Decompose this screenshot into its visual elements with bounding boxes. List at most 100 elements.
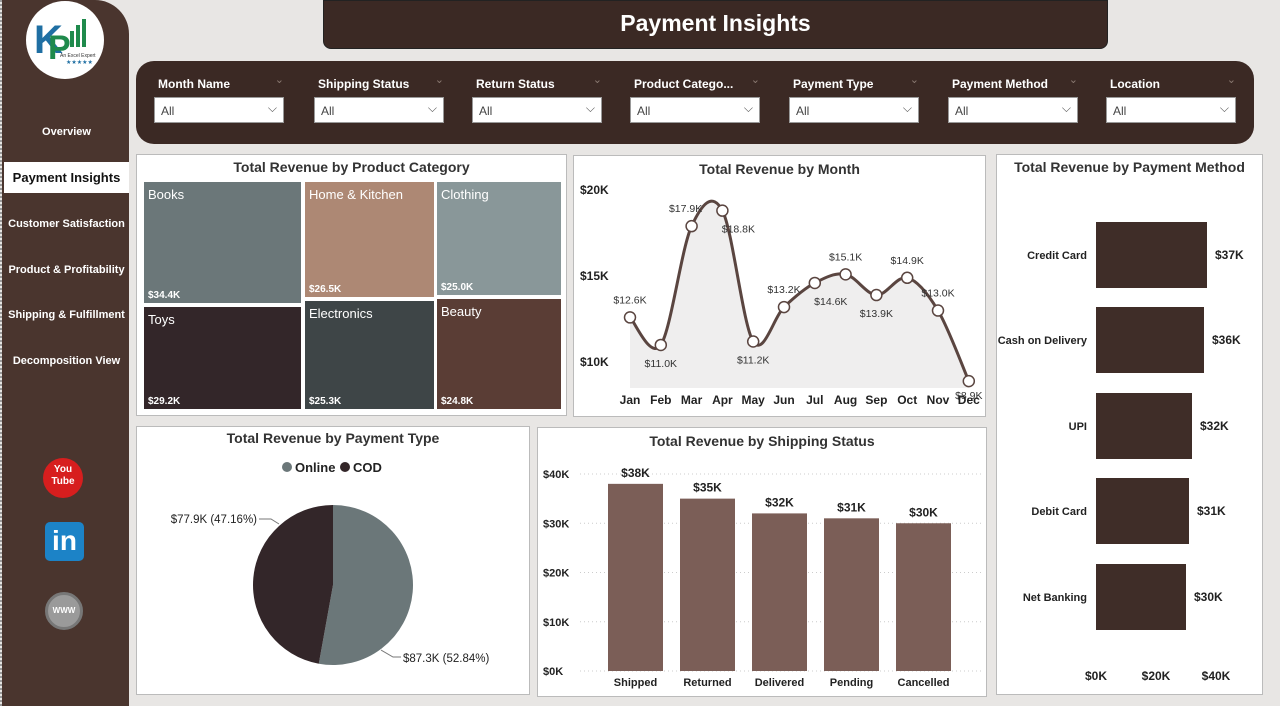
payment-method-value: $36K bbox=[1212, 333, 1241, 347]
month-x-tick: Aug bbox=[834, 393, 857, 407]
payment-method-value: $31K bbox=[1197, 504, 1226, 518]
treemap-tile-name: Electronics bbox=[309, 306, 373, 321]
svg-text:An Excel Expert: An Excel Expert bbox=[60, 53, 96, 59]
svg-text:K: K bbox=[34, 18, 63, 62]
filter-slicer: Location ⌄ All ⌵ bbox=[1106, 61, 1236, 144]
sidebar bbox=[2, 0, 129, 706]
shipping-x-tick: Delivered bbox=[755, 677, 805, 689]
shipping-y-tick: $20K bbox=[543, 568, 569, 580]
shipping-data-label: $32K bbox=[765, 495, 794, 509]
shipping-y-tick: $40K bbox=[543, 469, 569, 481]
filter-label: Product Catego... bbox=[634, 77, 734, 91]
month-title: Total Revenue by Month bbox=[699, 161, 860, 177]
month-point bbox=[746, 335, 760, 348]
filter-dropdown[interactable]: All ⌵ bbox=[789, 97, 919, 123]
svg-text:P: P bbox=[48, 29, 71, 67]
month-point bbox=[623, 311, 637, 324]
payment-method-category: Net Banking bbox=[1023, 592, 1087, 604]
treemap-tile-name: Toys bbox=[148, 312, 175, 327]
shipping-data-label: $30K bbox=[909, 505, 938, 519]
payment-method-bar bbox=[1096, 564, 1186, 630]
shipping-x-tick: Shipped bbox=[614, 677, 657, 689]
treemap-title: Total Revenue by Product Category bbox=[233, 159, 470, 175]
month-line-chart: $12.6K $11.0K $17.9K $18.8K $11.2K $13.2K $14.… bbox=[580, 183, 983, 407]
shipping-x-tick: Cancelled bbox=[898, 677, 950, 689]
payment-method-value: $30K bbox=[1194, 590, 1223, 604]
website-globe-icon[interactable]: WWW bbox=[45, 592, 83, 630]
chevron-down-icon[interactable]: ⌄ bbox=[1226, 74, 1236, 86]
treemap-panel: Total Revenue by Product Category Books $… bbox=[136, 154, 567, 416]
treemap-tile-name: Books bbox=[148, 187, 185, 202]
shipping-data-label: $35K bbox=[693, 481, 722, 495]
chevron-down-icon: ⌵ bbox=[427, 101, 437, 115]
chevron-down-icon: ⌵ bbox=[902, 101, 912, 115]
filter-dropdown[interactable]: All ⌵ bbox=[314, 97, 444, 123]
chevron-down-icon[interactable]: ⌄ bbox=[750, 74, 760, 86]
shipping-x-tick: Returned bbox=[683, 677, 731, 689]
pie-legend-marker bbox=[282, 462, 292, 472]
chevron-down-icon[interactable]: ⌄ bbox=[1068, 74, 1078, 86]
month-point bbox=[654, 338, 668, 352]
filter-slicer: Shipping Status ⌄ All ⌵ bbox=[314, 61, 444, 144]
month-point bbox=[900, 271, 914, 285]
payment-method-value: $32K bbox=[1200, 419, 1229, 433]
treemap-tile: Beauty $24.8K bbox=[436, 298, 562, 410]
pie-slice bbox=[252, 505, 333, 664]
filter-value: All bbox=[321, 104, 335, 118]
treemap-tile-value: $25.0K bbox=[441, 282, 474, 293]
logo-mark: K P An Excel Expert ★★★★★ bbox=[34, 18, 96, 67]
payment-method-bar bbox=[1096, 478, 1189, 544]
month-x-tick: Oct bbox=[897, 393, 917, 407]
linkedin-icon[interactable]: in bbox=[45, 522, 84, 561]
filter-dropdown[interactable]: All ⌵ bbox=[948, 97, 1078, 123]
nav-item[interactable]: Customer Satisfaction bbox=[8, 218, 125, 230]
nav-item[interactable]: Overview bbox=[42, 126, 91, 138]
month-panel: Total Revenue by Month $12.6K $11.0K $17.9… bbox=[573, 155, 986, 417]
filter-slicer: Return Status ⌄ All ⌵ bbox=[472, 61, 602, 144]
shipping-data-label: $38K bbox=[621, 466, 650, 480]
chevron-down-icon[interactable]: ⌄ bbox=[909, 74, 919, 86]
payment-method-x-tick: $0K bbox=[1085, 669, 1107, 683]
chevron-down-icon[interactable]: ⌄ bbox=[274, 74, 284, 86]
shipping-y-tick: $0K bbox=[543, 666, 563, 678]
pie-legend-label: COD bbox=[353, 460, 382, 475]
filter-value: All bbox=[161, 104, 175, 118]
filter-dropdown[interactable]: All ⌵ bbox=[630, 97, 760, 123]
pie-leader-line bbox=[380, 649, 401, 658]
filter-dropdown[interactable]: All ⌵ bbox=[1106, 97, 1236, 123]
filter-label: Return Status bbox=[476, 77, 555, 91]
shipping-bar bbox=[752, 513, 807, 671]
nav-item[interactable]: Payment Insights bbox=[4, 162, 129, 193]
chevron-down-icon[interactable]: ⌄ bbox=[592, 74, 602, 86]
payment-method-value: $37K bbox=[1215, 248, 1244, 262]
month-y-tick: $10K bbox=[580, 355, 609, 369]
month-point bbox=[839, 268, 852, 281]
pie-data-label: $87.3K (52.84%) bbox=[403, 653, 489, 665]
treemap-tile-name: Home & Kitchen bbox=[309, 187, 403, 202]
chevron-down-icon[interactable]: ⌄ bbox=[434, 74, 444, 86]
payment-method-category: Cash on Delivery bbox=[998, 335, 1088, 347]
month-x-tick: May bbox=[742, 393, 766, 407]
filter-value: All bbox=[479, 104, 493, 118]
pie-leader-line bbox=[259, 518, 280, 525]
left-edge-dots bbox=[0, 0, 3, 706]
month-data-label: $13.9K bbox=[860, 308, 893, 320]
month-data-label: $14.6K bbox=[814, 296, 847, 308]
payment-method-x-tick: $20K bbox=[1142, 669, 1171, 683]
filter-value: All bbox=[1113, 104, 1127, 118]
filter-dropdown[interactable]: All ⌵ bbox=[154, 97, 284, 123]
youtube-icon[interactable]: You Tube bbox=[43, 458, 83, 498]
filter-dropdown[interactable]: All ⌵ bbox=[472, 97, 602, 123]
shipping-x-tick: Pending bbox=[830, 677, 873, 689]
nav-item[interactable]: Decomposition View bbox=[12, 355, 121, 367]
filter-bar: Month Name ⌄ All ⌵ Shipping Status ⌄ All ⌵ Retur… bbox=[136, 61, 1254, 144]
nav-item[interactable]: Product & Profitability bbox=[8, 264, 125, 276]
payment-type-pie-chart: Online COD $87.3K (52.84%) $77.9K (47.16%) bbox=[171, 460, 489, 665]
treemap-tile-value: $34.4K bbox=[148, 290, 181, 301]
nav-item[interactable]: Shipping & Fulfillment bbox=[8, 309, 125, 321]
treemap-tile-name: Clothing bbox=[441, 187, 489, 202]
payment-method-title: Total Revenue by Payment Method bbox=[1014, 159, 1245, 175]
month-x-tick: Nov bbox=[927, 393, 950, 407]
month-data-label: $15.1K bbox=[829, 251, 862, 263]
month-x-tick: Sep bbox=[865, 393, 887, 407]
